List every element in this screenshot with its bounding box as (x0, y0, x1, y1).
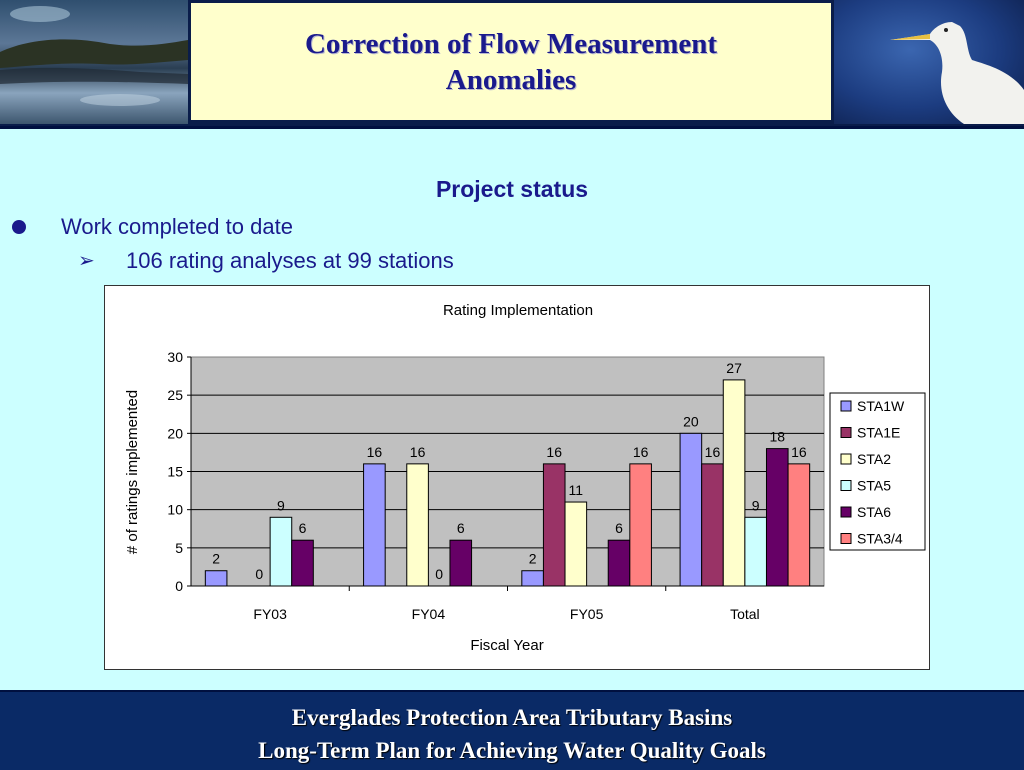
data-label: 16 (633, 444, 649, 460)
data-label: 11 (569, 482, 584, 498)
slide-header: Correction of Flow Measurement Anomalies (0, 0, 1024, 129)
chart-legend: STA1W STA1E STA2 STA5 STA6 STA3/4 (829, 392, 926, 551)
chart-panel: Rating Implementation 2 0 9 6 16 16 0 6 2 16 11 6 16… (104, 285, 930, 670)
arrow-bullet-icon: ➢ (78, 250, 95, 272)
bar (269, 516, 293, 587)
y-tick-label: 5 (175, 540, 183, 556)
bar (449, 539, 473, 587)
data-label: 6 (615, 520, 623, 536)
bar (521, 570, 544, 587)
data-label: 27 (726, 360, 742, 376)
bar (701, 463, 724, 587)
bar (291, 539, 314, 587)
legend-label: STA5 (857, 478, 891, 494)
legend-label: STA3/4 (857, 531, 903, 547)
bar (542, 463, 566, 587)
y-tick-label: 30 (167, 349, 183, 365)
bars-group (204, 379, 811, 587)
x-tick-label: FY05 (570, 606, 604, 622)
legend-swatch (840, 533, 852, 544)
data-label: 16 (367, 444, 383, 460)
data-label: 2 (212, 551, 220, 567)
x-axis-title: Fiscal Year (470, 637, 543, 654)
bar (204, 570, 228, 587)
legend-swatch (840, 427, 852, 438)
slide-title: Correction of Flow Measurement Anomalies (305, 26, 717, 98)
x-tick-label: Total (730, 606, 760, 622)
alligator-photo (0, 0, 188, 124)
footer-title-line1: Everglades Protection Area Tributary Bas… (291, 705, 733, 730)
legend-swatch (840, 506, 852, 518)
data-label: 6 (457, 520, 465, 536)
alligator-icon (0, 6, 188, 106)
footer-title-line2: Long-Term Plan for Achieving Water Quali… (258, 738, 766, 763)
legend-box (829, 392, 926, 551)
data-label: 0 (255, 566, 263, 582)
slide-title-line2: Anomalies (445, 63, 577, 96)
data-label: 6 (299, 520, 307, 536)
bar (787, 463, 811, 587)
section-heading: Project status (435, 176, 589, 202)
x-tick-label: FY04 (412, 606, 446, 622)
data-label: 16 (705, 444, 721, 460)
bar (722, 379, 746, 587)
data-label: 16 (410, 444, 426, 460)
data-label: 20 (683, 413, 699, 429)
legend-swatch (840, 400, 852, 412)
sub-bullet-text: 106 rating analyses at 99 stations (126, 248, 454, 273)
y-tick-label: 0 (175, 578, 183, 594)
egret-photo (834, 0, 1024, 124)
bar (679, 432, 703, 587)
bar (564, 501, 588, 587)
data-label: 0 (435, 566, 443, 582)
legend-label: STA1E (857, 425, 900, 441)
y-tick-label: 25 (167, 387, 183, 403)
chart-title: Rating Implementation (443, 302, 593, 319)
bar (607, 539, 631, 587)
data-label: 2 (529, 551, 537, 567)
egret-icon (890, 22, 1024, 124)
bar (744, 516, 767, 587)
y-axis: 0 5 10 15 20 25 30 (167, 349, 192, 594)
x-axis: FY03 FY04 FY05 Total (191, 585, 824, 622)
y-tick-label: 15 (167, 464, 183, 480)
data-label: 16 (791, 444, 807, 460)
legend-swatch (840, 480, 852, 491)
slide-footer: Everglades Protection Area Tributary Bas… (0, 690, 1024, 770)
y-tick-label: 10 (167, 502, 183, 518)
data-label: 9 (752, 497, 760, 513)
legend-label: STA6 (857, 504, 891, 520)
bar (363, 463, 386, 587)
bullet-text: Work completed to date (61, 214, 293, 239)
legend-label: STA1W (857, 398, 905, 414)
legend-label: STA2 (857, 451, 891, 467)
bar (765, 448, 789, 587)
bullet-dot-icon (12, 220, 26, 234)
data-label: 16 (546, 444, 562, 460)
bar (406, 463, 429, 587)
y-axis-title: # of ratings implemented (124, 390, 141, 554)
bar (629, 463, 652, 587)
legend-swatch (840, 453, 852, 465)
x-tick-label: FY03 (253, 606, 287, 622)
data-label: 9 (277, 497, 285, 513)
data-label: 18 (769, 429, 785, 445)
y-tick-label: 20 (167, 425, 183, 441)
title-box: Correction of Flow Measurement Anomalies (189, 1, 833, 122)
slide-title-line1: Correction of Flow Measurement (304, 27, 718, 60)
